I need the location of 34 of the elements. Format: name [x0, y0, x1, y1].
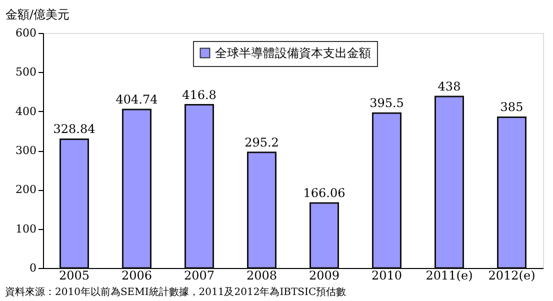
data-label: 166.06 [303, 186, 346, 200]
source-note: 資料來源：2010年以前為SEMI統計數據，2011及2012年為IBTSIC預估數 [5, 286, 346, 298]
y-tick-label: 500 [16, 66, 36, 79]
bar [497, 116, 526, 269]
data-label: 404.74 [116, 92, 158, 106]
x-tick-label: 2007 [184, 268, 215, 282]
y-tick-label: 0 [30, 262, 36, 274]
bar [310, 202, 339, 269]
x-tick-label: 2006 [121, 268, 152, 282]
y-tick-label: 200 [16, 183, 36, 196]
y-axis-title: 金額/億美元 [6, 8, 70, 22]
y-tick-label: 400 [16, 104, 36, 118]
data-label: 416.8 [182, 88, 216, 102]
bar [372, 112, 402, 269]
y-tick-label: 100 [16, 222, 36, 236]
data-label: 438 [438, 79, 461, 94]
bar [122, 108, 152, 269]
data-label: 395.5 [370, 96, 404, 110]
bar [247, 152, 276, 269]
legend-label: 全球半導體設備資本支出金額 [215, 46, 371, 60]
x-tick-label: 2009 [308, 268, 340, 282]
x-tick-label: 2010 [371, 268, 402, 282]
data-label: 295.2 [244, 135, 279, 150]
bar [434, 96, 464, 269]
data-label: 385 [500, 100, 524, 114]
data-label: 328.84 [53, 122, 96, 136]
bar [184, 104, 214, 269]
bar [60, 138, 89, 269]
x-tick-label: 2012(e) [488, 268, 536, 282]
y-tick-label: 600 [16, 26, 36, 40]
x-tick-label: 2008 [246, 268, 278, 282]
y-tick-label: 300 [16, 144, 36, 157]
x-tick-label: 2011(e) [426, 268, 473, 282]
x-tick-label: 2005 [58, 268, 90, 282]
